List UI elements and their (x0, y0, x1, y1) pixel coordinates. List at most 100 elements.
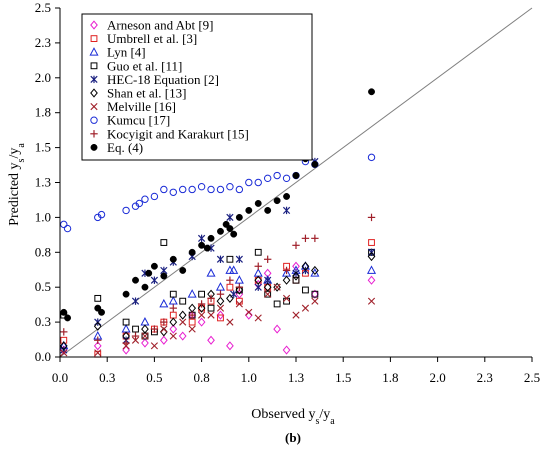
data-point (121, 324, 131, 333)
data-point (150, 192, 159, 201)
data-point (60, 349, 68, 357)
data-point (60, 328, 68, 336)
data-point (141, 332, 149, 340)
data-point (169, 290, 177, 298)
data-point (60, 220, 68, 229)
data-point (215, 282, 226, 291)
data-point (282, 275, 291, 285)
data-point (292, 276, 300, 284)
data-point (140, 317, 150, 326)
x-tick-label: 1.0 (241, 370, 257, 385)
data-point (226, 225, 234, 233)
legend-marker (90, 103, 98, 111)
data-point (282, 345, 291, 355)
data-point (132, 276, 139, 284)
x-tick-label: 0.5 (146, 370, 162, 385)
series-6 (60, 283, 376, 357)
data-point (179, 266, 187, 274)
data-point (368, 239, 375, 246)
data-point (145, 269, 153, 277)
data-point (141, 283, 149, 291)
x-tick-label: 2.0 (429, 370, 445, 385)
data-point (187, 289, 197, 298)
data-point (64, 314, 72, 322)
legend-marker (90, 143, 98, 151)
data-point (169, 311, 177, 319)
data-point (235, 213, 243, 221)
data-point (132, 325, 139, 333)
data-point (150, 262, 158, 270)
series-9 (60, 88, 375, 322)
data-point (301, 261, 310, 271)
data-point (197, 182, 206, 191)
data-point (60, 336, 68, 344)
data-point (207, 294, 215, 303)
data-point (169, 304, 177, 312)
legend-label: Kumcu [17] (107, 113, 170, 128)
data-point (254, 275, 263, 285)
legend-label: Lyn [4] (107, 45, 146, 60)
data-point (282, 266, 291, 275)
data-point (206, 268, 216, 277)
data-point (273, 171, 281, 180)
data-point (179, 318, 187, 326)
y-tick-label: 0.3 (35, 314, 51, 329)
y-tick-label: 2.3 (35, 35, 51, 50)
data-point (282, 174, 291, 183)
data-point (122, 339, 130, 347)
data-point (254, 248, 262, 256)
data-point (59, 341, 68, 351)
data-point (273, 197, 281, 205)
y-tick-label: 2.5 (35, 0, 51, 15)
data-point (94, 349, 102, 357)
data-point (97, 210, 106, 219)
data-point (207, 234, 215, 242)
data-point (367, 153, 376, 162)
data-point (368, 88, 375, 96)
data-point (263, 174, 272, 183)
legend-box (81, 13, 313, 161)
data-point (207, 304, 215, 312)
data-point (122, 290, 130, 298)
legend-marker (89, 47, 99, 56)
data-point (226, 213, 234, 222)
series-0 (59, 261, 376, 355)
data-point (292, 241, 300, 250)
data-point (150, 276, 159, 284)
data-point (226, 276, 234, 284)
data-point (179, 297, 187, 305)
data-point (160, 272, 168, 280)
data-point (264, 206, 272, 214)
data-point (235, 283, 244, 291)
data-point (93, 341, 102, 351)
legend-marker (90, 35, 98, 43)
data-point (311, 160, 319, 168)
data-point (207, 335, 215, 345)
legend-label: Shan et al. [13] (107, 86, 186, 101)
data-point (198, 241, 206, 249)
data-point (63, 224, 72, 233)
data-point (216, 290, 225, 298)
legend-marker (90, 116, 98, 124)
series-7 (60, 153, 376, 233)
data-point (131, 332, 140, 340)
x-tick-label: 0.8 (193, 370, 209, 385)
data-point (160, 185, 168, 194)
data-point (207, 185, 215, 194)
data-point (264, 290, 272, 298)
data-point (235, 285, 244, 295)
data-point (254, 314, 262, 322)
data-point (169, 188, 177, 196)
data-point (159, 335, 168, 345)
data-point (141, 338, 149, 348)
data-point (122, 206, 130, 215)
data-point (98, 308, 105, 316)
data-point (141, 324, 149, 334)
data-point (94, 336, 102, 344)
data-point (207, 311, 215, 319)
legend-marker (90, 75, 98, 84)
data-point (367, 275, 376, 285)
legend-label: Arneson and Abt [9] (107, 18, 214, 33)
